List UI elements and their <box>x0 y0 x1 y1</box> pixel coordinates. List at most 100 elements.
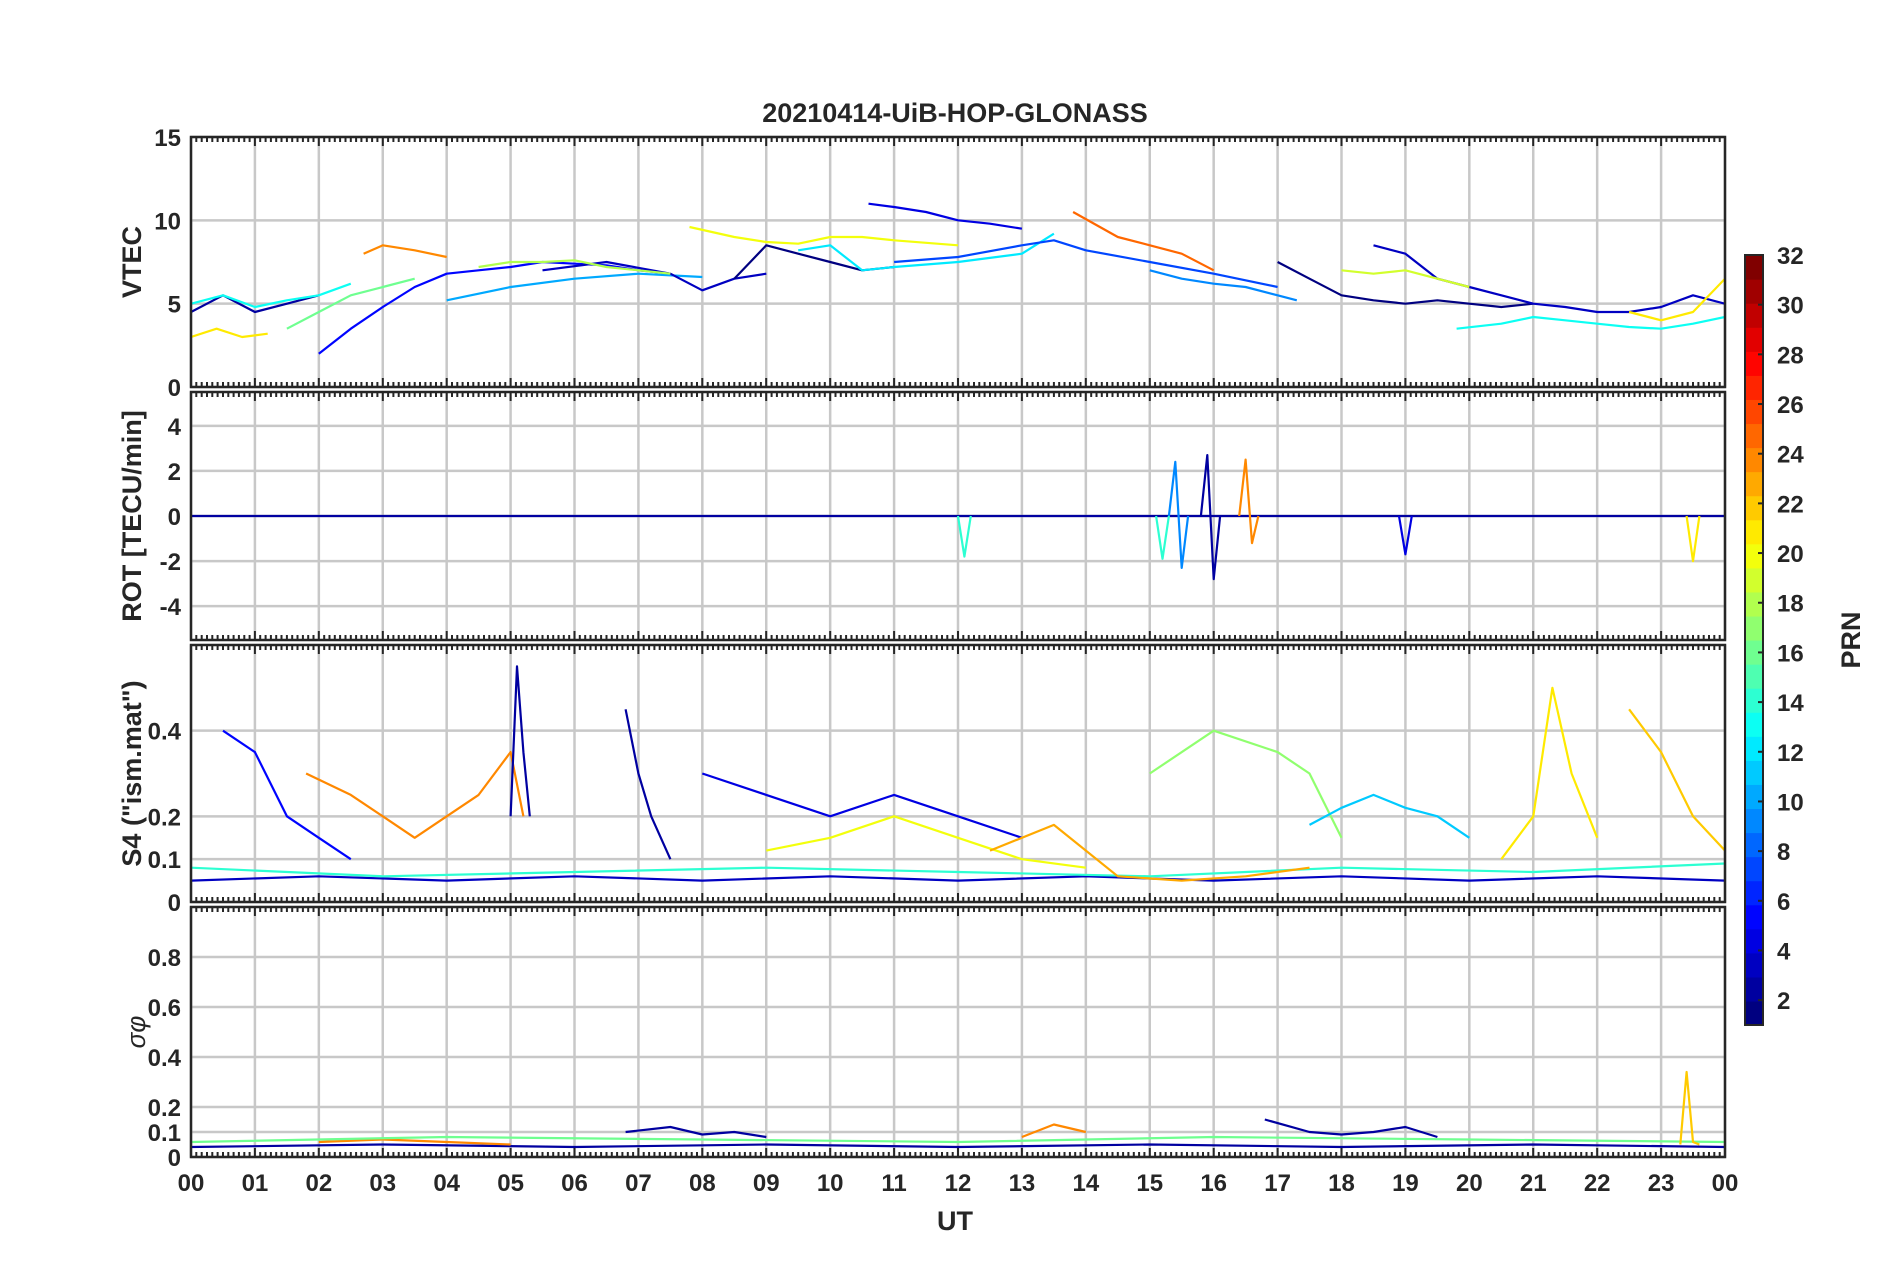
y-tick-label: 15 <box>154 125 181 152</box>
series-line-prn-16 <box>286 277 415 330</box>
x-tick-label: 04 <box>433 1170 460 1197</box>
series-line-prn-1 <box>1277 261 1534 309</box>
y-tick-label: 0 <box>168 1145 181 1172</box>
y-tick-label: -2 <box>160 549 181 576</box>
series-line-prn-22 <box>1679 1070 1700 1146</box>
colorbar-segment <box>1745 447 1763 473</box>
x-tick-label: 00 <box>178 1170 205 1197</box>
series-line-prn-25 <box>1072 211 1215 272</box>
x-tick-label: 11 <box>881 1170 906 1197</box>
series-line-prn-23 <box>989 823 1310 882</box>
colorbar-segment <box>1745 832 1763 858</box>
series-line-prn-20 <box>689 225 959 247</box>
series-group <box>191 454 1725 581</box>
x-tick-label: 00 <box>1712 1170 1739 1197</box>
x-tick-label: 22 <box>1584 1170 1611 1197</box>
series-line-prn-22 <box>1628 708 1725 852</box>
series-line-prn-2 <box>624 709 672 860</box>
y-axis-label: VTEC <box>117 226 147 298</box>
series-line-prn-24 <box>318 1138 511 1146</box>
series-line-prn-3 <box>1373 244 1725 314</box>
colorbar-segment <box>1745 1000 1763 1026</box>
y-tick-label: 0.4 <box>148 1045 182 1072</box>
colorbar-tick-label: 30 <box>1777 293 1804 320</box>
x-tick-label: 19 <box>1392 1170 1419 1197</box>
colorbar-tick-label: 4 <box>1777 938 1791 965</box>
colorbar-segment <box>1745 279 1763 304</box>
y-tick-label: 0.2 <box>148 1095 181 1122</box>
colorbar-segment <box>1745 399 1763 425</box>
colorbar-tick-label: 18 <box>1777 591 1804 618</box>
x-tick-label: 18 <box>1328 1170 1355 1197</box>
colorbar-segment <box>1745 303 1763 328</box>
y-tick-label: 10 <box>154 208 181 235</box>
colorbar-segment <box>1745 495 1763 521</box>
series-group <box>191 1070 1725 1149</box>
x-tick-label: 17 <box>1264 1170 1291 1197</box>
colorbar-tick-label: 8 <box>1777 839 1790 866</box>
colorbar-segment <box>1745 712 1763 737</box>
series-line-prn-2 <box>191 294 320 314</box>
x-tick-label: 20 <box>1456 1170 1483 1197</box>
colorbar-label: PRN <box>1836 611 1866 668</box>
colorbar-segment <box>1745 327 1763 352</box>
series-line-prn-2 <box>625 1125 767 1139</box>
y-tick-label: 0.6 <box>148 995 181 1022</box>
x-tick-label: 08 <box>689 1170 716 1197</box>
colorbar-tick-label: 14 <box>1777 690 1804 717</box>
x-tick-label: 09 <box>753 1170 780 1197</box>
series-group <box>191 665 1725 882</box>
x-tick-label: 02 <box>305 1170 332 1197</box>
y-tick-label: 0 <box>168 504 181 531</box>
series-line-prn-21 <box>1628 277 1725 322</box>
x-axis-label: UT <box>937 1206 973 1236</box>
series-line-prn-3 <box>542 260 767 292</box>
colorbar-tick-label: 32 <box>1777 243 1804 270</box>
y-axis-label: S4 ("ism.mat") <box>117 680 147 866</box>
y-tick-label: 0.8 <box>148 945 181 972</box>
series-group <box>191 202 1725 355</box>
colorbar-segment <box>1745 904 1763 930</box>
series-line-prn-12 <box>798 232 1055 272</box>
panel-rot: -4 -2 0 2 4 ROT [TECU/min] <box>117 390 1727 642</box>
series-line-prn-4 <box>1397 515 1413 556</box>
colorbar-segment <box>1745 255 1763 280</box>
series-line-prn-24 <box>1238 458 1260 545</box>
series-line-prn-14 <box>1155 515 1170 560</box>
colorbar-segment <box>1745 640 1763 665</box>
colorbar-segment <box>1745 688 1763 713</box>
minor-ticks <box>190 645 1726 902</box>
colorbar-tick-label: 24 <box>1777 442 1804 469</box>
y-tick-label: 0.1 <box>148 847 181 874</box>
colorbar-tick-label: 26 <box>1777 392 1804 419</box>
series-line-prn-21 <box>1500 686 1599 860</box>
series-line-prn-5 <box>318 260 671 355</box>
panel-vtec: 0 5 10 15 VTEC <box>117 125 1727 402</box>
x-tick-label: 10 <box>817 1170 844 1197</box>
series-line-prn-18 <box>478 259 671 275</box>
series-line-prn-21 <box>191 327 268 339</box>
series-line-prn-20 <box>766 815 1086 869</box>
x-tick-label: 23 <box>1648 1170 1675 1197</box>
series-line-prn-24 <box>305 750 525 839</box>
series-line-prn-4 <box>868 202 1023 230</box>
x-tick-label: 16 <box>1200 1170 1227 1197</box>
minor-ticks <box>190 392 1726 640</box>
colorbar-segment <box>1745 760 1763 785</box>
panel-sigma: 00.10.2 0.4 0.6 0.8 σφ 00 01 02 03 04 05 06 07 08 09 10… <box>121 905 1739 1197</box>
x-tick-label: 12 <box>945 1170 972 1197</box>
series-line-prn-9 <box>1149 269 1298 302</box>
y-tick-label: 0.1 <box>148 1120 181 1147</box>
y-tick-label: 5 <box>168 292 181 319</box>
y-tick-label: 2 <box>168 459 181 486</box>
colorbar-tick-label: 22 <box>1777 491 1804 518</box>
colorbar-segment <box>1745 952 1763 978</box>
series-line-prn-4 <box>701 772 1023 839</box>
colorbar-segment <box>1745 351 1763 376</box>
series-line-prn-11 <box>1308 793 1470 839</box>
series-line-prn-21 <box>1685 515 1701 563</box>
x-tick-label: 05 <box>497 1170 524 1197</box>
x-tick-label: 01 <box>242 1170 269 1197</box>
colorbar-segment <box>1745 615 1763 641</box>
